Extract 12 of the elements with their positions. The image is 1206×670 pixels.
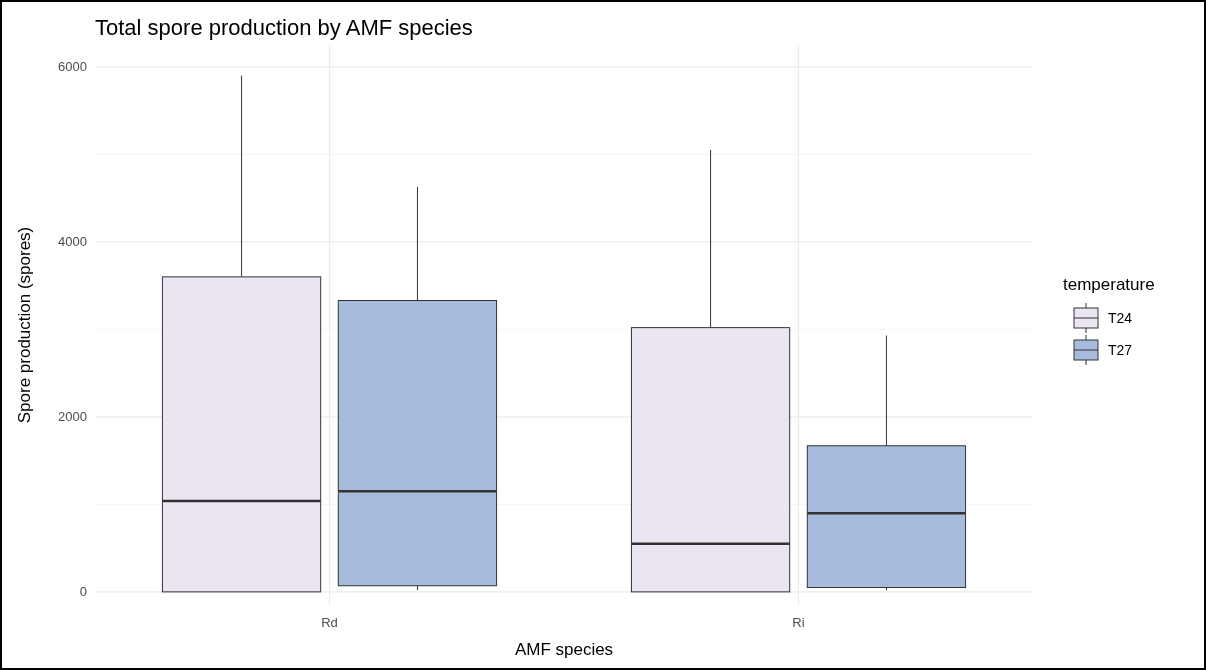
y-tick-label: 6000 (58, 59, 87, 75)
y-tick-label: 0 (79, 584, 87, 600)
chart-title: Total spore production by AMF species (95, 15, 473, 40)
y-axis-title: Spore production (spores) (15, 226, 34, 424)
x-tick-label: Rd (321, 615, 338, 630)
x-tick-label: Ri (792, 615, 805, 630)
x-axis-title: AMF species (514, 640, 614, 659)
legend-label: T27 (1108, 341, 1133, 358)
y-tick-label: 2000 (58, 409, 87, 425)
y-tick-label: 4000 (58, 234, 87, 250)
legend-title: temperature (1063, 275, 1155, 294)
legend-label: T24 (1108, 309, 1133, 326)
